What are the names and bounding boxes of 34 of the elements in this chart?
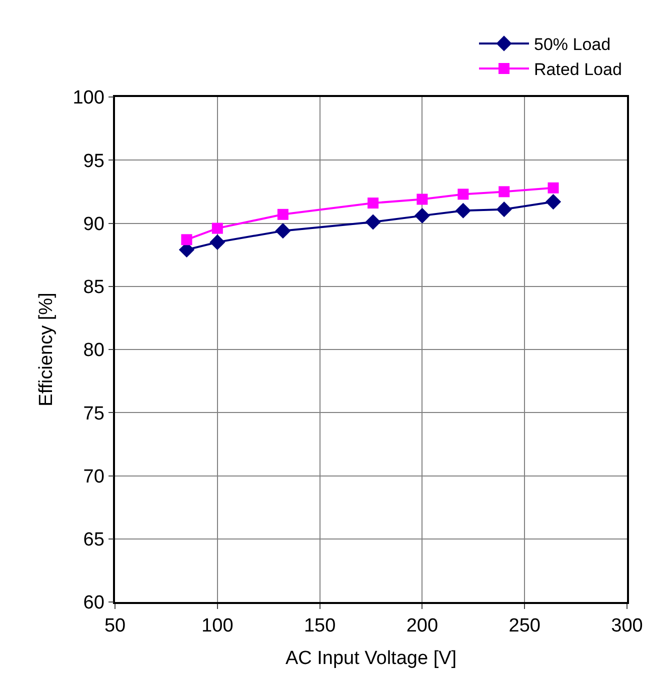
- point: [277, 208, 288, 220]
- x-tick-label: 250: [508, 616, 540, 637]
- point: [458, 188, 469, 200]
- legend-label: 50% Load: [534, 35, 611, 54]
- point: [210, 234, 226, 250]
- point: [368, 198, 379, 209]
- point: [212, 222, 223, 234]
- point: [548, 182, 559, 194]
- point: [365, 214, 381, 230]
- x-tick-label: 150: [304, 616, 336, 637]
- point: [416, 194, 428, 205]
- y-tick-label: 85: [83, 277, 104, 298]
- y-tick-label: 70: [83, 466, 104, 488]
- legend-label: Rated Load: [534, 60, 622, 80]
- x-tick-label: 200: [406, 616, 438, 637]
- y-tick-label: 95: [83, 150, 104, 172]
- point: [455, 202, 471, 218]
- y-tick-label: 90: [83, 214, 104, 235]
- point: [498, 186, 510, 198]
- point: [496, 202, 512, 218]
- x-tick-label: 300: [611, 616, 643, 637]
- y-tick-label: 60: [83, 592, 104, 614]
- x-tick-label: 50: [104, 616, 126, 637]
- y-tick-label: 75: [83, 403, 104, 424]
- point: [275, 223, 291, 239]
- x-tick-label: 100: [202, 616, 234, 637]
- point: [545, 194, 562, 210]
- point: [414, 208, 430, 224]
- point: [181, 234, 192, 246]
- y-axis-title: Efficiency [%]: [36, 292, 58, 406]
- y-tick-label: 80: [83, 340, 104, 362]
- y-tick-label: 65: [83, 530, 104, 551]
- y-tick-label: 100: [72, 88, 104, 109]
- x-axis-title: AC Input Voltage [V]: [285, 648, 457, 669]
